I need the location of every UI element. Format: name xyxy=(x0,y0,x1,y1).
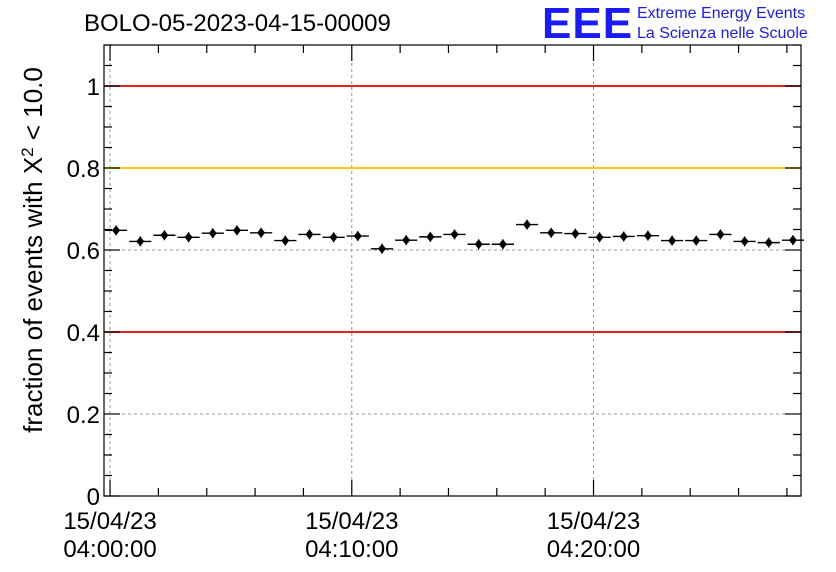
data-point-marker xyxy=(112,225,121,236)
data-point-marker xyxy=(160,230,169,241)
x-tick-label-date: 15/04/23 xyxy=(305,508,398,535)
x-tick-label-date: 15/04/23 xyxy=(547,508,640,535)
x-tick-label-time: 04:20:00 xyxy=(547,536,640,563)
reference-lines xyxy=(104,85,801,333)
data-point xyxy=(491,239,514,250)
data-point xyxy=(419,231,442,242)
data-point xyxy=(588,232,611,243)
y-tick-label: 0.6 xyxy=(67,238,100,265)
data-point-marker xyxy=(450,229,459,240)
eee-logo: EEE Extreme Energy Events La Scienza nel… xyxy=(542,0,832,48)
data-point xyxy=(370,243,394,254)
data-point xyxy=(757,237,780,248)
data-point-marker xyxy=(353,231,362,242)
data-point xyxy=(467,239,490,250)
data-point-marker xyxy=(498,239,507,250)
data-point xyxy=(105,225,128,236)
data-point-marker xyxy=(329,232,338,243)
data-point xyxy=(660,235,684,246)
data-point-marker xyxy=(692,235,701,246)
data-point-marker xyxy=(208,228,217,239)
data-point-marker xyxy=(595,232,604,243)
data-point xyxy=(515,219,539,230)
data-point xyxy=(685,235,708,246)
data-point-marker xyxy=(643,230,652,241)
data-point-marker xyxy=(788,235,797,246)
y-tick-label: 1 xyxy=(87,74,100,101)
data-point-marker xyxy=(402,235,411,246)
data-point-marker xyxy=(474,239,483,250)
data-point xyxy=(322,232,345,243)
data-points xyxy=(105,219,805,254)
y-axis-label: fraction of events with X2 < 10.0 xyxy=(18,67,49,433)
x-tick-label-time: 04:00:00 xyxy=(63,536,156,563)
data-point-marker xyxy=(523,219,532,230)
data-point-marker xyxy=(232,225,241,236)
data-point-marker xyxy=(740,236,749,247)
data-point-marker xyxy=(281,235,290,246)
eee-logo-mark: EEE xyxy=(542,0,634,48)
data-point-marker xyxy=(257,227,266,238)
data-point xyxy=(274,235,297,246)
data-point-marker xyxy=(184,232,193,243)
data-point xyxy=(395,235,418,246)
data-point xyxy=(781,235,805,246)
data-point xyxy=(564,228,587,239)
x-tick-label-time: 04:10:00 xyxy=(305,536,398,563)
data-point xyxy=(709,229,732,240)
data-point-marker xyxy=(619,231,628,242)
data-point xyxy=(153,230,176,241)
data-point-marker xyxy=(716,229,725,240)
data-point xyxy=(636,230,659,241)
data-point xyxy=(129,236,152,247)
data-point xyxy=(612,231,635,242)
data-point xyxy=(225,225,249,236)
x-tick-label-date: 15/04/23 xyxy=(63,508,156,535)
data-point-marker xyxy=(571,228,580,239)
plot-frame xyxy=(103,44,802,497)
data-point-marker xyxy=(426,231,435,242)
data-point xyxy=(540,227,563,238)
y-axis: 0 0.2 0.4 0.6 0.8 1 xyxy=(67,44,801,511)
data-point-marker xyxy=(668,235,677,246)
data-point-marker xyxy=(136,236,145,247)
logo-tagline-1: Extreme Energy Events xyxy=(637,5,806,22)
y-tick-label: 0.8 xyxy=(67,156,100,183)
data-point-marker xyxy=(547,227,556,238)
x-axis: 15/04/2304:00:0015/04/2304:10:0015/04/23… xyxy=(63,45,788,563)
grid-lines xyxy=(104,45,801,496)
data-point-marker xyxy=(305,229,314,240)
data-point xyxy=(298,229,321,240)
plot-title: BOLO-05-2023-04-15-00009 xyxy=(84,10,391,37)
y-tick-label: 0 xyxy=(87,484,100,511)
data-point xyxy=(250,227,273,238)
data-point xyxy=(346,231,369,242)
data-point xyxy=(177,232,200,243)
y-tick-label: 0.2 xyxy=(67,402,100,429)
data-point xyxy=(443,229,466,240)
data-point-marker xyxy=(377,243,386,254)
data-point xyxy=(201,228,224,239)
y-tick-label: 0.4 xyxy=(67,320,100,347)
logo-tagline-2: La Scienza nelle Scuole xyxy=(637,25,808,42)
data-point-marker xyxy=(764,237,773,248)
data-point xyxy=(733,236,756,247)
